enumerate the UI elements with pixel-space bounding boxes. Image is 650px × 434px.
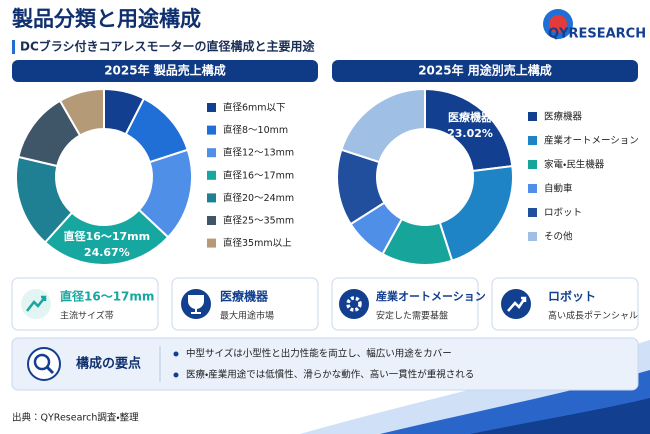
card-icon: [507, 296, 527, 312]
card-icon: [339, 289, 369, 319]
slice-category-label: 直径16～17mm: [64, 229, 151, 243]
card-title: 医療機器: [220, 289, 269, 304]
donut-slice: [58, 87, 105, 137]
chart-title: 2025年 用途別売上構成: [418, 63, 552, 78]
wave-decoration: [470, 398, 650, 434]
legend-swatch: [207, 148, 216, 158]
logo: QYRESEARCH: [548, 27, 646, 42]
legend-label: 産業オートメーション: [544, 135, 639, 147]
legend-label: 医療機器: [544, 111, 583, 123]
card-caption: 安定した需要基盤: [376, 310, 448, 322]
key-points-title: 構成の要点: [76, 356, 141, 372]
card-icon: [346, 296, 362, 312]
key-points-icon: [27, 347, 61, 381]
legend-label: 直径8～10mm: [223, 124, 288, 136]
donut-slice: [340, 87, 426, 164]
card: 直径16～17mm 主流サイズ帯: [11, 277, 159, 331]
legend-swatch: [207, 238, 216, 248]
legend-label: その他: [544, 231, 573, 243]
key-point: 中型サイズは小型性と出力性能を両立し、幅広い用途をカバー: [186, 348, 452, 360]
page-title: 製品分類と用途構成: [11, 7, 201, 31]
card: 産業オートメーション 安定した需要基盤: [331, 277, 486, 331]
chart-title: 2025年 製品売上構成: [104, 63, 226, 78]
legend-swatch: [207, 103, 216, 112]
card-box: [171, 277, 319, 331]
card-caption: 最大用途市場: [220, 310, 274, 322]
donut-slice: [438, 164, 514, 262]
card-title: 産業オートメーション: [376, 289, 486, 303]
card-icon: [188, 295, 204, 314]
card-box: [11, 277, 159, 331]
accent-bar: [12, 40, 15, 54]
panel-header: [332, 60, 638, 82]
page-subtitle: DCブラシ付きコアレスモーターの直径構成と主要用途: [20, 39, 315, 54]
key-points-icon: [33, 353, 51, 371]
card: 医療機器 最大用途市場: [171, 277, 319, 331]
legend-label: 直径6mm以下: [223, 102, 286, 114]
legend-swatch: [528, 112, 537, 121]
legend-label: ロボット: [544, 208, 582, 219]
donut-slice: [43, 208, 170, 266]
card: ロボット 高い成長ポテンシャル: [491, 277, 639, 331]
bullet: [173, 372, 179, 378]
legend-swatch: [207, 216, 216, 225]
panel-header: [12, 60, 318, 82]
legend-swatch: [528, 136, 537, 145]
logo-globe: [549, 15, 567, 33]
card-box: [331, 277, 479, 331]
legend-swatch: [207, 125, 216, 135]
legend-label: 家電・民生機器: [544, 159, 605, 171]
bullet: [173, 351, 179, 357]
legend-swatch: [528, 160, 537, 169]
legend-label: 直径16～17mm: [223, 169, 294, 181]
source: 出典：QYResearch調査・整理: [12, 412, 139, 424]
card-title: ロボット: [548, 289, 596, 304]
legend-label: 直径25～35mm: [223, 215, 294, 227]
legend-label: 直径35mm以上: [223, 237, 292, 249]
card-box: [491, 277, 639, 331]
card-caption: 高い成長ポテンシャル: [548, 310, 638, 322]
legend-swatch: [207, 193, 216, 203]
key-points-box: [11, 337, 639, 391]
slice-value-label: 23.02%: [447, 127, 493, 140]
slice-value-label: 24.67%: [84, 246, 130, 259]
legend-swatch: [528, 208, 537, 217]
legend-label: 直径12～13mm: [223, 147, 294, 159]
legend-swatch: [207, 170, 216, 180]
slice-category-label: 医療機器: [448, 110, 493, 124]
card-icon: [26, 295, 47, 312]
legend-label: 直径20～24mm: [223, 192, 294, 204]
legend-swatch: [528, 232, 537, 241]
legend-swatch: [528, 184, 537, 193]
card-caption: 主流サイズ帯: [60, 310, 114, 322]
legend-label: 自動車: [544, 183, 573, 195]
card-title: 直径16～17mm: [60, 289, 154, 304]
key-point: 医療・産業用途では低慣性、滑らかな動作、高い一貫性が重視される: [186, 369, 474, 381]
key-points-icon: [45, 365, 55, 375]
